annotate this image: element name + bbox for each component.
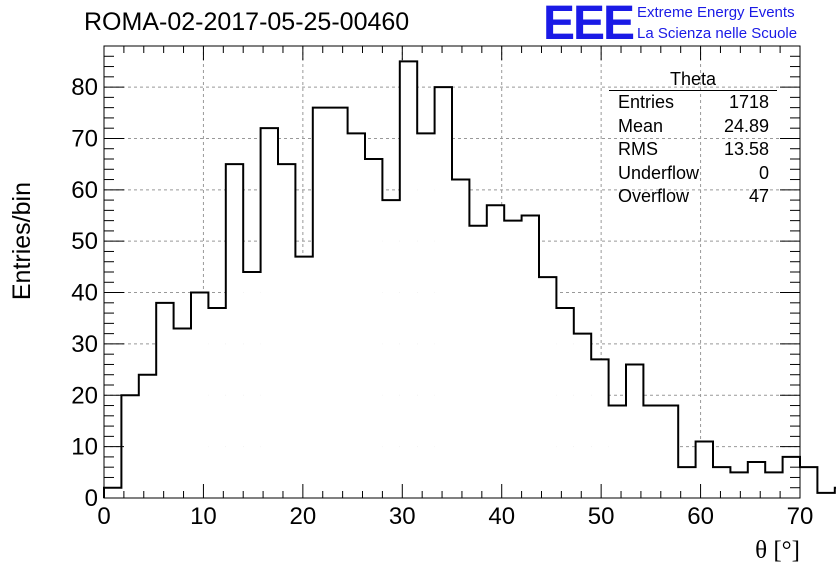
stats-value: 1718	[728, 92, 769, 112]
y-tick-label: 60	[71, 177, 98, 204]
x-tick-label: 40	[488, 503, 515, 530]
stats-label: Entries	[618, 92, 675, 112]
histogram-bin	[382, 200, 400, 498]
histogram-bin	[626, 364, 644, 498]
stats-box-title: Theta	[609, 68, 777, 91]
x-tick-label: 30	[389, 503, 416, 530]
tick-labels: 0 10 20 30 40 50 60 70 0 10 20 30 40 50 60 70 80	[71, 74, 813, 530]
stats-label: Mean	[618, 115, 664, 136]
histogram-bin	[225, 164, 244, 499]
y-tick-label: 10	[71, 434, 98, 461]
histogram-bin	[591, 359, 609, 498]
histogram-bin	[469, 225, 487, 499]
stats-row-rms: RMS 13.58	[609, 138, 777, 162]
stats-label: Overflow	[618, 186, 690, 206]
stats-label: RMS	[618, 139, 658, 159]
logo-line-1: Extreme Energy Events	[637, 4, 795, 21]
histogram-bin	[695, 441, 713, 498]
stats-value: 13.58	[723, 139, 769, 159]
histogram-bin	[156, 302, 174, 498]
x-axis-label: θ [°]	[755, 537, 800, 564]
y-tick-label: 30	[71, 331, 98, 358]
y-tick-label: 50	[71, 228, 98, 255]
stats-row-mean: Mean 24.89	[609, 115, 777, 139]
histogram-bin	[399, 61, 418, 499]
histogram-bin	[330, 107, 348, 499]
histogram-bin	[817, 492, 835, 498]
x-tick-label: 50	[588, 503, 615, 530]
eee-logo: EEE	[543, 0, 635, 50]
histogram-bin	[138, 374, 157, 498]
x-tick-label: 60	[687, 503, 714, 530]
histogram-bin	[295, 256, 313, 498]
x-tick-label: 0	[97, 503, 110, 530]
histogram-bin	[747, 462, 766, 498]
histogram-bin	[486, 205, 505, 498]
histogram-bin	[643, 405, 661, 498]
histogram-bin	[765, 472, 783, 498]
histogram-bin	[243, 272, 261, 498]
histogram-bin	[608, 405, 626, 498]
histogram-bin	[573, 333, 592, 498]
stats-row-entries: Entries 1718	[609, 91, 777, 115]
histogram-bin	[365, 159, 383, 498]
x-tick-label: 70	[787, 503, 814, 530]
histogram-bin	[121, 395, 139, 498]
histogram-bin	[713, 467, 731, 498]
y-tick-label: 20	[71, 382, 98, 409]
histogram-bin	[312, 107, 331, 499]
histogram-bars	[103, 60, 836, 499]
histogram-outline	[103, 60, 836, 498]
histogram-bin	[278, 164, 296, 499]
x-tick-label: 20	[290, 503, 317, 530]
y-tick-label: 80	[71, 74, 98, 101]
histogram-bin	[191, 292, 209, 498]
stats-label: Underflow	[618, 162, 700, 183]
axis-ticks	[103, 45, 801, 499]
y-tick-label: 0	[85, 485, 98, 512]
histogram-bin	[260, 128, 278, 498]
histogram-bin	[104, 487, 122, 498]
histogram-bin	[504, 220, 522, 499]
stats-value: 0	[758, 162, 769, 183]
histogram-bin	[800, 467, 818, 498]
x-tick-label: 10	[190, 503, 217, 530]
y-tick-label: 70	[71, 125, 98, 152]
histogram-bin	[556, 307, 574, 498]
histogram-bin	[208, 307, 226, 498]
histogram-bin	[730, 472, 748, 498]
y-axis-label: Entries/bin	[8, 182, 36, 300]
histogram-bin	[452, 179, 470, 498]
histogram-bin	[539, 277, 557, 498]
histogram-bin	[434, 87, 452, 498]
stats-box: Theta Entries 1718 Mean 24.89 RMS 13.58 …	[609, 68, 777, 209]
stats-row-underflow: Underflow 0	[609, 162, 777, 186]
histogram-bin	[660, 405, 679, 498]
histogram-bin	[173, 328, 191, 498]
y-tick-label: 40	[71, 280, 98, 307]
histogram-bin	[417, 133, 435, 498]
histogram-bin	[521, 215, 539, 498]
stats-value: 47	[748, 186, 769, 206]
histogram-bin	[678, 467, 696, 498]
stats-row-overflow: Overflow 47	[609, 185, 777, 209]
logo-line-2: La Scienza nelle Scuole	[637, 25, 798, 42]
stats-value: 24.89	[723, 115, 769, 136]
chart-title: ROMA-02-2017-05-25-00460	[84, 8, 410, 36]
histogram-bin	[347, 133, 365, 498]
